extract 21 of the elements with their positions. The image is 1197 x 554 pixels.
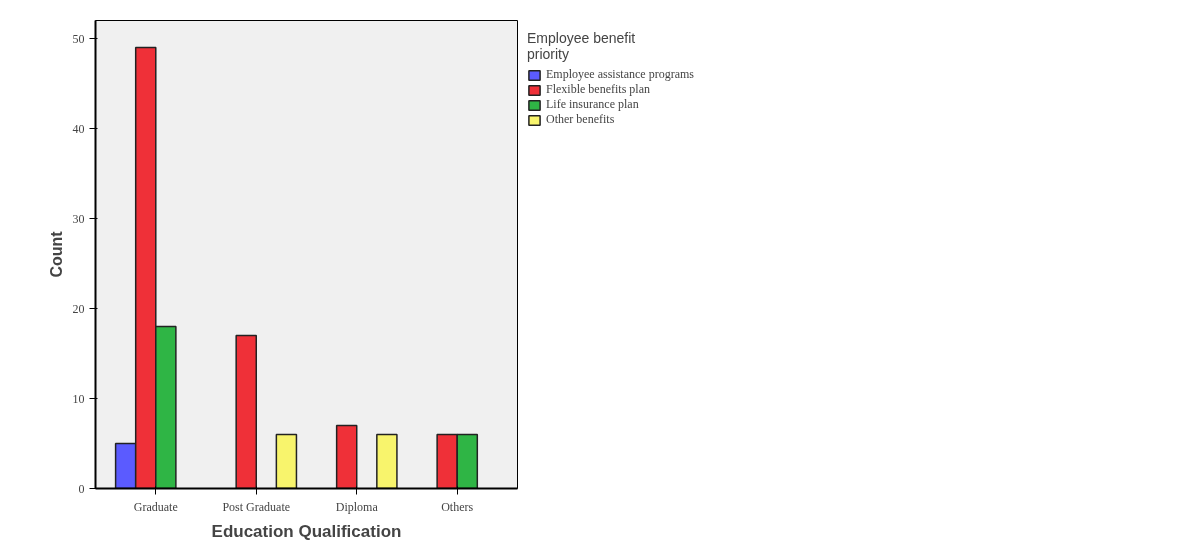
x-tick-label: Graduate [133, 499, 178, 514]
bar [275, 433, 298, 489]
y-tick-label: 10 [72, 391, 85, 406]
y-axis-title: Count [47, 230, 65, 278]
x-tick-label: Others [441, 499, 474, 514]
legend-label: Flexible benefits plan [546, 82, 650, 97]
y-tick-label: 0 [78, 481, 85, 496]
legend-title: Employee benefit priority [527, 30, 637, 62]
y-tick-label: 20 [72, 301, 85, 316]
legend-label: Other benefits [546, 112, 615, 127]
x-tick-label: Post Graduate [222, 499, 291, 514]
bar [376, 433, 398, 489]
bar [235, 334, 258, 489]
y-tick-label: 40 [72, 121, 85, 136]
legend-label: Employee assistance programs [546, 67, 694, 82]
y-tick-label: 30 [72, 211, 85, 226]
y-tick-label: 50 [72, 31, 85, 46]
legend-label: Life insurance plan [546, 97, 639, 112]
bar [335, 424, 358, 489]
x-tick-label: Diploma [335, 499, 379, 514]
x-axis-title: Education Qualification [211, 521, 402, 541]
